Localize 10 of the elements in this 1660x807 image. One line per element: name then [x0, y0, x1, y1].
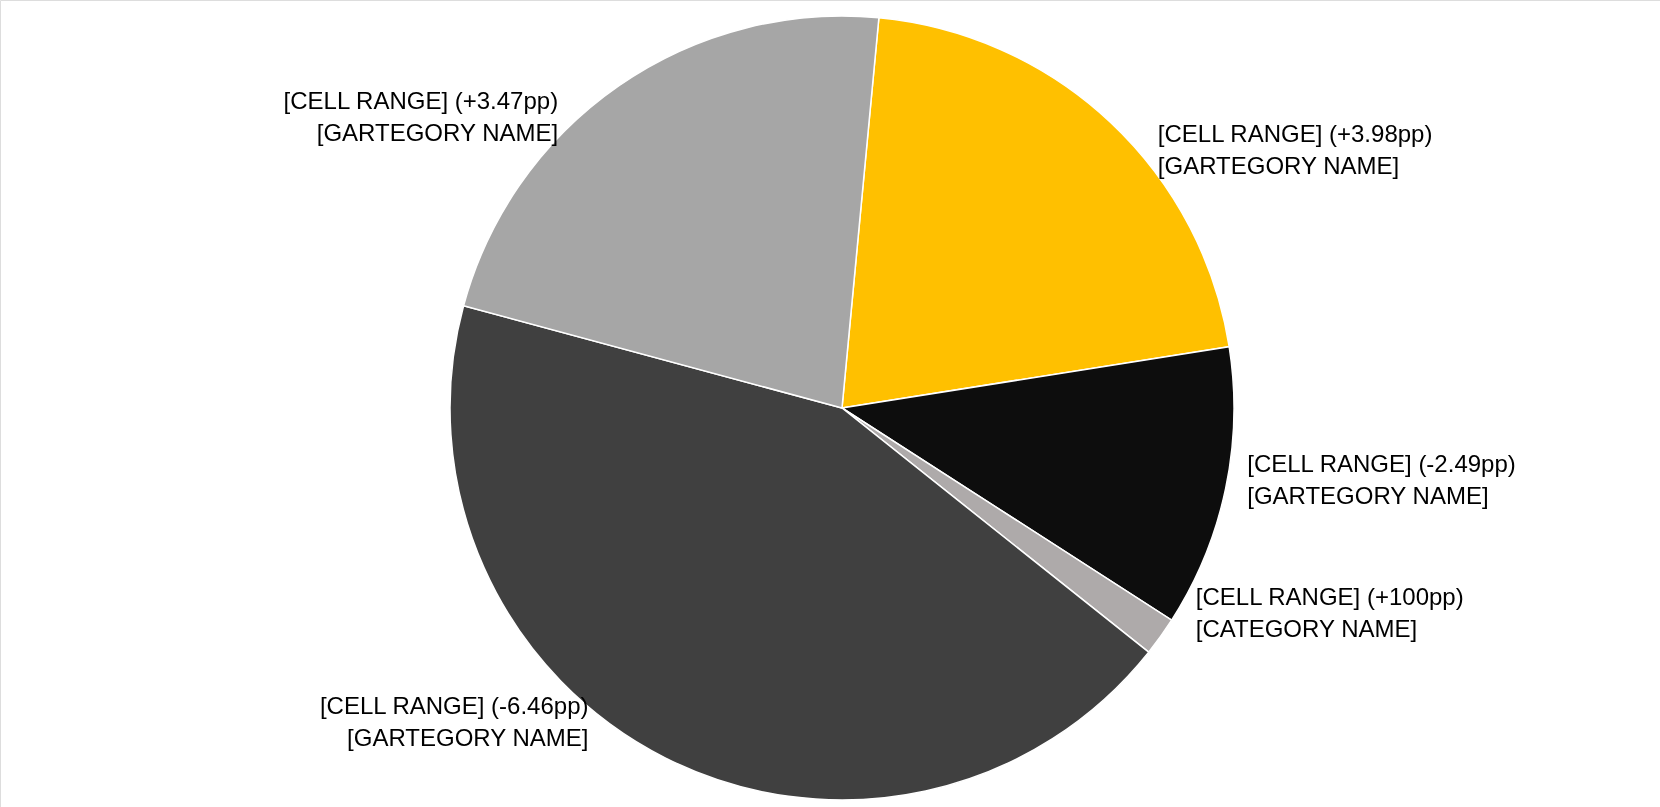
text: [CELL RANGE] (+3.98pp)	[1157, 119, 1433, 147]
slice-label: [GARTEGORY NAME]	[1157, 151, 1400, 179]
text: [CELL RANGE] (+3.47pp)	[283, 87, 559, 115]
slice-label: [CATEGORY NAME]	[1195, 614, 1418, 642]
text: [CELL RANGE] (-2.49pp)	[1247, 449, 1516, 477]
text: [CELL RANGE] (-6.46pp)	[319, 691, 589, 719]
slice-label: [GARTEGORY NAME]	[1247, 481, 1489, 509]
text: [CELL RANGE] (+100pp)	[1195, 582, 1464, 610]
slice-label: [GARTEGORY NAME]	[347, 723, 589, 751]
slice-label: [GARTEGORY NAME]	[316, 119, 559, 147]
